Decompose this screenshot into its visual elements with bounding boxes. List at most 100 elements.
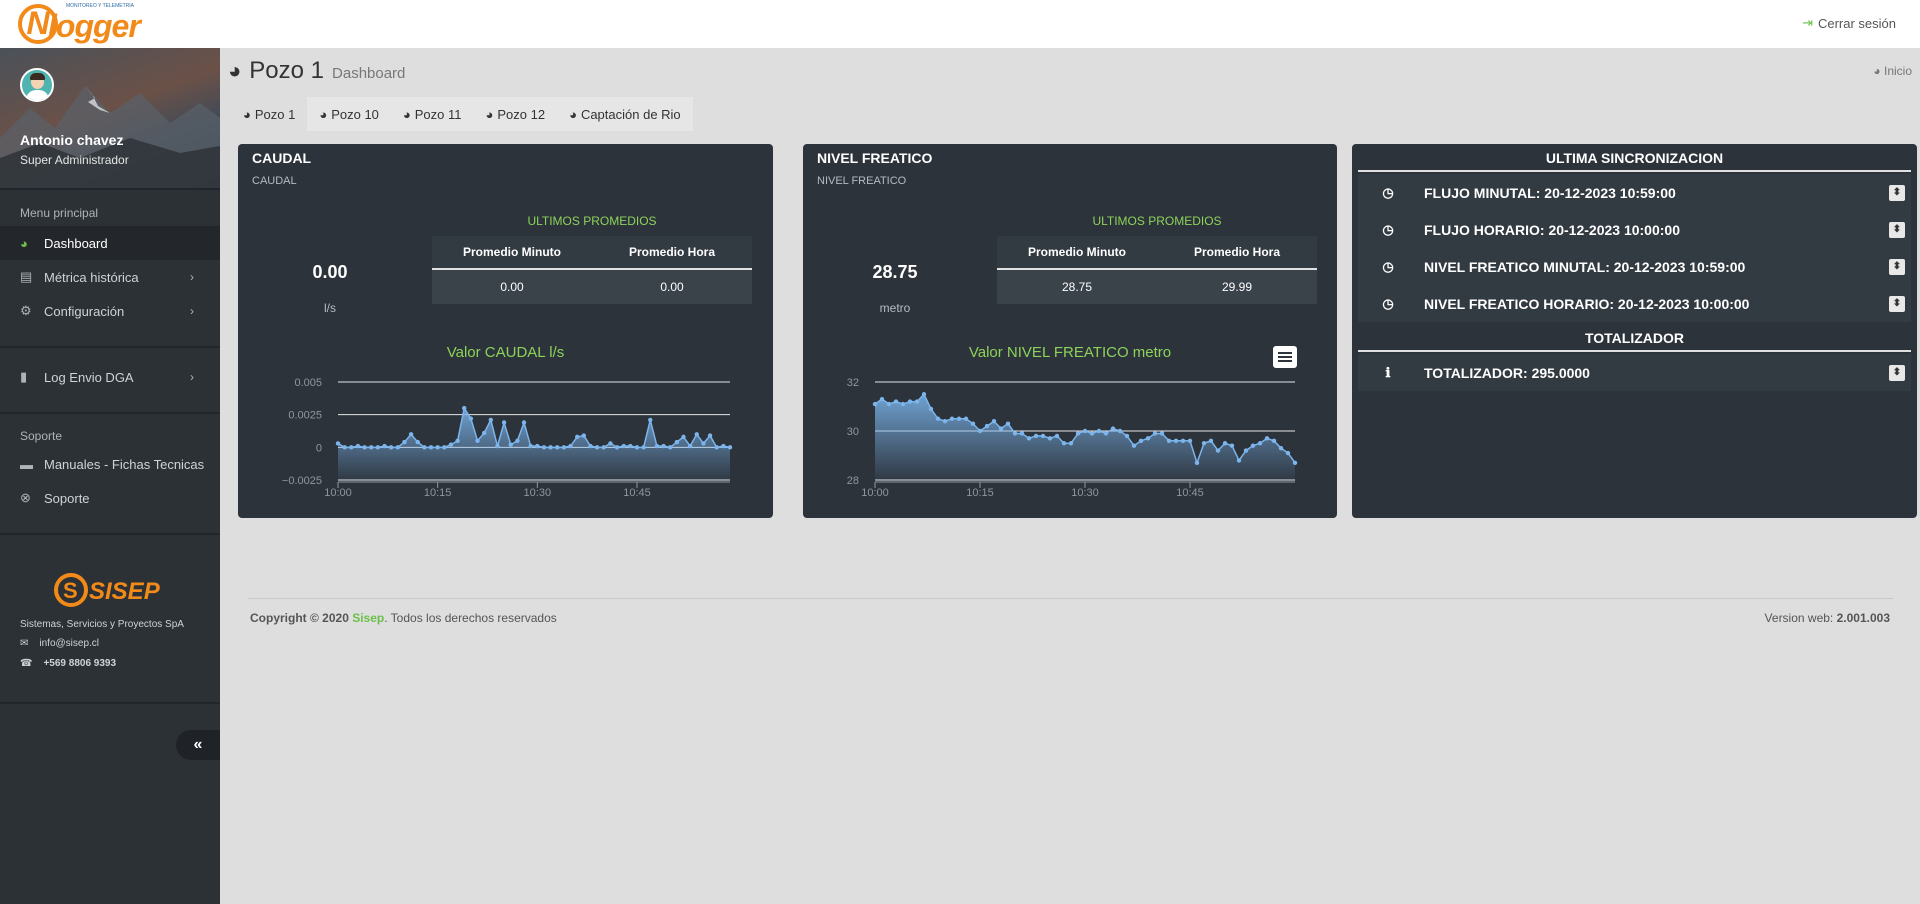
data-point bbox=[342, 445, 347, 450]
column-header: Promedio Minuto bbox=[463, 245, 561, 259]
data-point bbox=[521, 420, 527, 425]
phone-icon: ☎ bbox=[20, 658, 33, 669]
company-email[interactable]: ✉ info@sisep.cl bbox=[20, 638, 99, 649]
user-name: Antonio chavez bbox=[20, 132, 124, 148]
sidebar-item-metrica[interactable]: ▤ Métrica histórica › bbox=[0, 260, 220, 294]
data-point bbox=[634, 445, 640, 450]
version: Version web: 2.001.003 bbox=[1765, 611, 1890, 625]
data-point bbox=[928, 406, 934, 412]
y-tick-label: 30 bbox=[847, 426, 859, 438]
dashboard-icon: ◕ bbox=[319, 106, 328, 122]
data-point bbox=[1257, 441, 1263, 446]
panel-subtitle: CAUDAL bbox=[252, 175, 297, 187]
data-point bbox=[949, 416, 955, 421]
copyright: Copyright © 2020 Sisep. Todos los derech… bbox=[250, 611, 557, 625]
avg-hour-value: 29.99 bbox=[1221, 280, 1253, 294]
tab-captacion-rio[interactable]: ◕ Captación de Rio bbox=[557, 97, 693, 131]
tab-label: Pozo 1 bbox=[254, 106, 296, 122]
data-point bbox=[707, 433, 713, 438]
chart-menu-button[interactable] bbox=[1273, 346, 1297, 368]
tab-pozo-10[interactable]: ◕ Pozo 10 bbox=[307, 97, 391, 131]
data-point bbox=[641, 445, 646, 450]
expand-icon[interactable]: ⬍ bbox=[1889, 364, 1905, 381]
avg-minute-value: 28.75 bbox=[1061, 280, 1093, 294]
top-bar: N logger MONITOREO Y TELEMETRIA ⇥ Cerrar… bbox=[0, 0, 1920, 48]
sidebar-item-label: Log Envio DGA bbox=[44, 369, 134, 385]
data-point bbox=[408, 432, 414, 437]
sync-row: ◷ NIVEL FREATICO HORARIO: 20-12-2023 10:… bbox=[1358, 285, 1911, 322]
data-point bbox=[548, 445, 553, 450]
data-point bbox=[495, 443, 500, 449]
clock-icon: ◷ bbox=[1382, 184, 1394, 200]
avg-hour-value: 0.00 bbox=[660, 280, 684, 294]
data-point bbox=[970, 421, 976, 426]
sync-text: NIVEL FREATICO HORARIO: 20-12-2023 10:00… bbox=[1424, 295, 1750, 312]
avatar[interactable] bbox=[20, 68, 54, 102]
data-point bbox=[1201, 441, 1207, 446]
sidebar-item-soporte[interactable]: ⊗ Soporte bbox=[0, 481, 220, 515]
data-point bbox=[574, 434, 580, 440]
data-point bbox=[335, 441, 341, 446]
tab-label: Pozo 11 bbox=[414, 106, 462, 122]
data-point bbox=[721, 443, 726, 449]
data-point bbox=[727, 445, 733, 450]
y-tick-label: 0.0025 bbox=[288, 410, 322, 422]
panel-title: NIVEL FREATICO bbox=[817, 150, 933, 166]
tab-pozo-11[interactable]: ◕ Pozo 11 bbox=[391, 97, 474, 131]
data-point bbox=[648, 417, 653, 423]
expand-icon[interactable]: ⬍ bbox=[1889, 295, 1905, 312]
x-tick-label: 10:00 bbox=[861, 487, 889, 499]
logout-button[interactable]: ⇥ Cerrar sesión bbox=[1802, 15, 1896, 31]
data-point bbox=[1082, 428, 1088, 434]
expand-icon[interactable]: ⬍ bbox=[1889, 258, 1905, 275]
data-point bbox=[886, 401, 892, 407]
data-point bbox=[588, 443, 593, 449]
collapse-sidebar-button[interactable]: « bbox=[176, 730, 220, 760]
expand-icon[interactable]: ⬍ bbox=[1889, 184, 1905, 201]
data-point bbox=[1152, 431, 1158, 436]
data-point bbox=[1103, 431, 1109, 436]
expand-icon[interactable]: ⬍ bbox=[1889, 221, 1905, 238]
y-tick-label: 28 bbox=[847, 475, 859, 487]
data-point bbox=[914, 399, 920, 404]
info-icon: ℹ bbox=[1385, 364, 1391, 380]
data-point bbox=[1047, 436, 1053, 441]
dashboard-icon: ◕ bbox=[20, 235, 28, 251]
data-point bbox=[1138, 438, 1144, 443]
tab-pozo-12[interactable]: ◕ Pozo 12 bbox=[474, 97, 558, 131]
avg-minute-value: 0.00 bbox=[500, 280, 524, 294]
tab-pozo-1[interactable]: ◕ Pozo 1 bbox=[231, 97, 308, 131]
data-point bbox=[1075, 431, 1081, 436]
double-chevron-left-icon: « bbox=[193, 736, 203, 753]
breadcrumb[interactable]: ◕ Inicio bbox=[1873, 64, 1912, 78]
data-point bbox=[681, 434, 686, 440]
y-tick-label: −0.0025 bbox=[282, 475, 322, 487]
data-point bbox=[661, 443, 666, 449]
data-point bbox=[422, 445, 427, 450]
data-point bbox=[1012, 431, 1018, 436]
data-point bbox=[984, 423, 990, 429]
sidebar-item-manuales[interactable]: ▬ Manuales - Fichas Tecnicas bbox=[0, 447, 220, 481]
data-point bbox=[1250, 443, 1256, 448]
sidebar-item-configuracion[interactable]: ⚙ Configuración › bbox=[0, 294, 220, 328]
brand-link[interactable]: Sisep bbox=[352, 611, 385, 625]
sidebar-item-log-dga[interactable]: ▮ Log Envio DGA › bbox=[0, 360, 220, 394]
data-point bbox=[1222, 441, 1228, 446]
series-area bbox=[338, 408, 730, 480]
data-point bbox=[594, 445, 600, 450]
data-point bbox=[448, 442, 454, 447]
totalizer-text: TOTALIZADOR: 295.0000 bbox=[1424, 364, 1590, 381]
data-point bbox=[475, 438, 480, 443]
data-point bbox=[1159, 431, 1165, 436]
chart-title: Valor CAUDAL l/s bbox=[446, 344, 565, 361]
caudal-panel: CAUDAL CAUDAL 0.00 l/s ULTIMOS PROMEDIOS… bbox=[238, 144, 773, 518]
data-point bbox=[1243, 448, 1249, 453]
y-tick-label: 32 bbox=[847, 377, 859, 389]
sidebar-item-dashboard[interactable]: ◕ Dashboard bbox=[0, 226, 220, 260]
version-number: 2.001.003 bbox=[1836, 611, 1890, 625]
rights-text: . Todos los derechos reservados bbox=[384, 611, 557, 625]
dashboard-icon: ◕ bbox=[243, 106, 251, 122]
data-point bbox=[568, 443, 573, 449]
